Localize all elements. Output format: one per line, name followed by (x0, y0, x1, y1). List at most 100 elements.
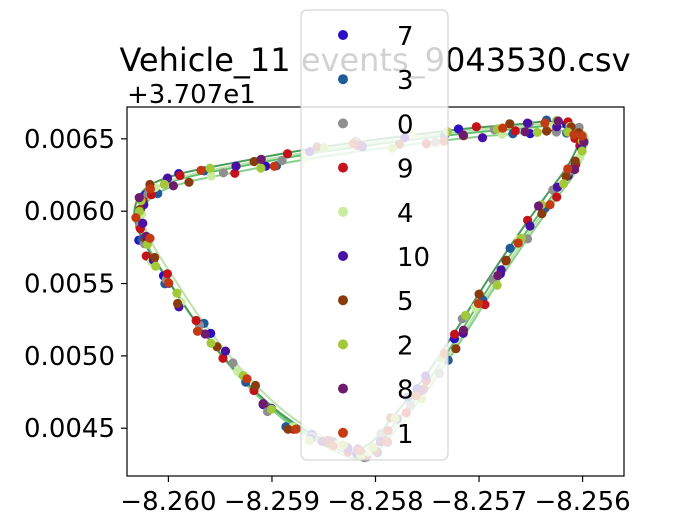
legend: 7 3 0 9 4 10 5 2 8 1 (300, 9, 449, 461)
y-tick-label: 0.0060 (24, 197, 115, 227)
legend-label: 0 (397, 110, 414, 140)
data-point-series-9 (218, 353, 228, 363)
data-point-series-1 (164, 278, 174, 288)
data-point-series-10 (220, 346, 231, 356)
data-point-series-8 (256, 154, 266, 164)
legend-label: 1 (397, 420, 414, 450)
data-point-series-5 (537, 209, 547, 219)
data-point-series-10 (138, 218, 148, 228)
legend-label: 9 (397, 155, 414, 185)
y-offset-label: +3.707e1 (127, 80, 256, 110)
data-point-series-2 (206, 338, 216, 348)
data-point-series-9 (450, 329, 460, 339)
data-point-series-5 (474, 289, 484, 299)
data-point-series-1 (242, 374, 252, 384)
legend-marker (338, 339, 348, 350)
data-point-series-5 (249, 156, 259, 167)
legend-marker (338, 162, 348, 173)
data-point-series-5 (570, 156, 580, 166)
data-point-series-1 (131, 213, 141, 223)
data-point-series-0 (228, 358, 238, 368)
legend-marker (338, 383, 348, 394)
legend-label: 5 (397, 287, 414, 317)
data-point-series-9 (552, 192, 562, 202)
data-point-series-5 (150, 252, 160, 263)
data-point-series-2 (256, 163, 266, 173)
data-point-series-3 (505, 243, 515, 253)
data-point-series-8 (458, 325, 469, 335)
legend-marker (338, 295, 348, 306)
data-point-series-9 (191, 315, 201, 326)
legend-label: 4 (397, 199, 414, 229)
data-point-series-1 (269, 161, 279, 171)
data-point-series-8 (570, 164, 580, 175)
data-point-series-1 (513, 238, 523, 248)
y-tick-label: 0.0045 (24, 414, 115, 444)
data-point-series-10 (477, 133, 488, 143)
x-tick-label: −8.258 (327, 487, 423, 517)
data-point-series-1 (563, 164, 573, 174)
data-point-series-1 (196, 165, 206, 175)
legend-label: 2 (397, 331, 414, 361)
data-point-series-5 (505, 119, 515, 129)
data-point-series-9 (471, 122, 481, 132)
data-point-series-2 (159, 179, 169, 189)
data-point-series-8 (553, 116, 563, 126)
data-point-series-4 (206, 171, 216, 181)
x-tick-label: −8.257 (431, 487, 527, 517)
data-point-series-1 (291, 424, 301, 434)
legend-label: 3 (397, 66, 414, 96)
data-point-series-10 (231, 161, 241, 171)
data-point-series-9 (510, 126, 520, 136)
x-tick-label: −8.260 (120, 487, 216, 517)
x-tick-label: −8.259 (224, 487, 320, 517)
data-point-series-1 (498, 123, 508, 133)
data-point-series-9 (230, 168, 240, 178)
legend-marker (338, 251, 348, 261)
data-point-series-10 (525, 221, 535, 231)
data-point-series-1 (540, 118, 550, 128)
data-point-series-5 (184, 177, 194, 187)
data-point-series-5 (542, 126, 552, 136)
data-point-series-2 (559, 179, 569, 189)
data-point-series-1 (473, 298, 484, 309)
legend-marker (338, 118, 348, 129)
legend-label: 7 (397, 22, 414, 52)
data-point-series-1 (145, 184, 155, 194)
data-point-series-8 (493, 270, 503, 281)
data-point-series-9 (162, 269, 172, 279)
data-point-series-8 (520, 127, 530, 137)
data-point-series-9 (282, 149, 293, 159)
data-point-series-9 (175, 170, 185, 181)
data-point-series-8 (533, 201, 544, 211)
data-point-series-8 (134, 193, 144, 203)
data-point-series-2 (461, 310, 471, 320)
legend-marker (338, 30, 348, 40)
legend-label: 8 (397, 376, 414, 406)
data-point-series-1 (577, 131, 587, 141)
data-point-series-2 (151, 261, 161, 271)
data-point-series-0 (277, 155, 287, 166)
y-tick-label: 0.0065 (24, 125, 115, 155)
data-point-series-8 (458, 130, 468, 140)
data-point-series-1 (545, 200, 555, 210)
data-point-series-5 (561, 172, 571, 182)
y-tick-label: 0.0050 (24, 342, 115, 372)
data-point-series-0 (218, 168, 228, 178)
data-point-series-1 (569, 130, 579, 140)
data-point-series-5 (250, 380, 261, 391)
legend-box (300, 9, 449, 461)
data-point-series-2 (532, 127, 542, 137)
data-point-series-8 (168, 181, 178, 191)
data-point-series-8 (200, 329, 210, 339)
legend-marker (338, 74, 348, 85)
data-point-series-1 (192, 326, 203, 336)
legend-marker (338, 206, 348, 217)
legend-marker (338, 427, 348, 438)
data-point-series-2 (577, 146, 587, 156)
data-point-series-1 (145, 233, 155, 243)
data-point-series-5 (173, 298, 183, 309)
axes: −8.260 −8.259 −8.258 −8.257 −8.256 0.0045 0.00… (24, 125, 631, 517)
data-point-series-2 (172, 288, 182, 298)
